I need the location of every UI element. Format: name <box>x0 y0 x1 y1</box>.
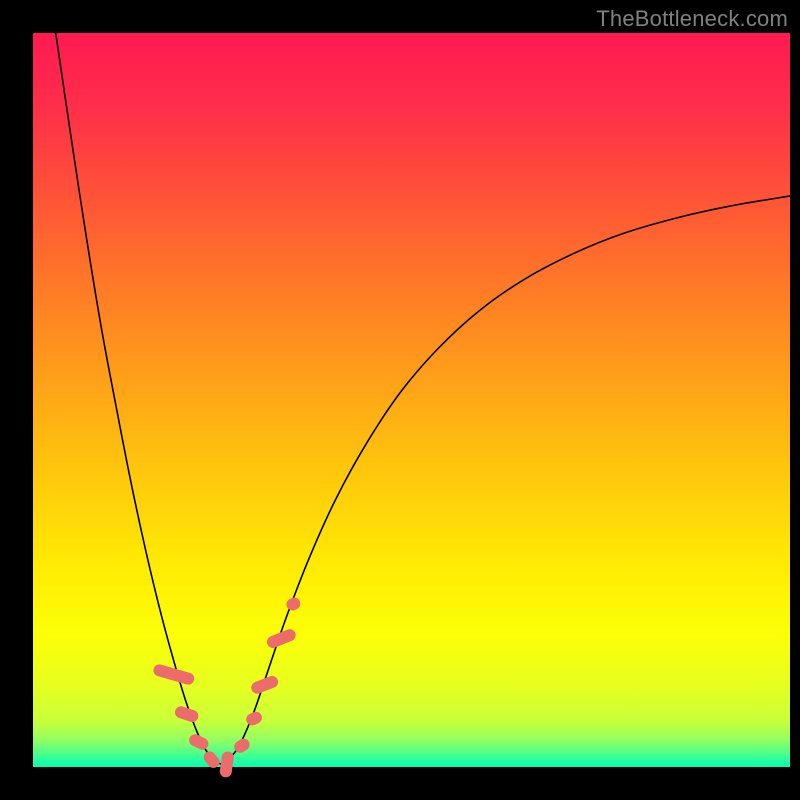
watermark-label: TheBottleneck.com <box>596 6 788 32</box>
chart-svg <box>0 0 800 800</box>
chart-container: TheBottleneck.com <box>0 0 800 800</box>
plot-background <box>33 33 790 767</box>
